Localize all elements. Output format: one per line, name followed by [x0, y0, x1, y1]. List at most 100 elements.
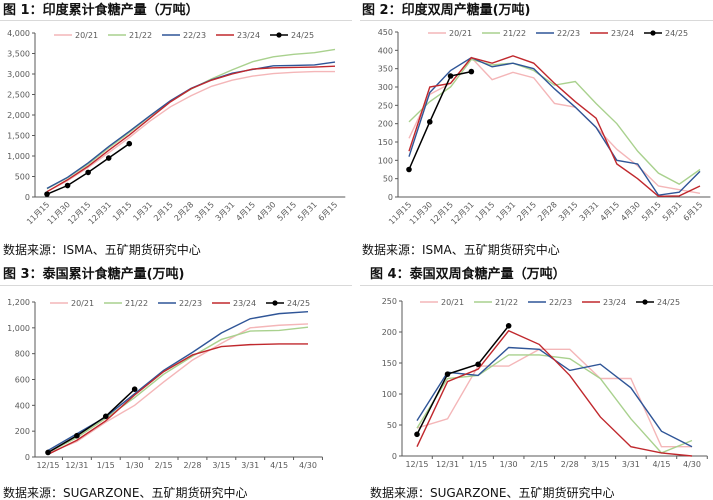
x-tick-label: 5月15 [275, 200, 298, 223]
y-tick-label: 1,500 [7, 132, 30, 141]
x-tick-label: 5月31 [296, 200, 319, 223]
y-tick-label: 150 [382, 359, 397, 368]
chart-3-title: 图 3：泰国累计食糖产量(万吨) [3, 267, 185, 282]
legend-label: 22/23 [183, 31, 206, 40]
data-point [414, 431, 420, 438]
series-line-23-24 [46, 65, 336, 193]
data-point [468, 68, 475, 75]
legend-label: 21/22 [503, 29, 526, 38]
x-tick-label: 1月15 [474, 200, 497, 223]
x-tick-label: 2/15 [530, 460, 548, 469]
x-tick-label: 4/15 [652, 460, 670, 469]
series-line-24-25 [408, 70, 472, 170]
series-line-23-24 [416, 329, 693, 457]
x-tick-label: 1/30 [500, 460, 518, 469]
y-tick-label: 3,500 [7, 50, 30, 59]
series-line-21-22 [46, 48, 336, 190]
y-tick-label: 50 [387, 421, 397, 430]
data-point [406, 166, 412, 173]
y-tick-label: 0 [25, 193, 30, 202]
x-tick-label: 3月31 [578, 200, 601, 223]
data-point [505, 323, 512, 329]
x-tick-label: 12月31 [449, 200, 475, 226]
x-tick-label: 1/15 [97, 461, 115, 470]
series-line-24-25 [416, 325, 510, 435]
series-line-21-22 [47, 326, 309, 454]
chart-3-source: 数据来源：SUGARZONE、五矿期货研究中心 [3, 486, 248, 500]
divider [0, 285, 352, 286]
data-point [45, 449, 51, 456]
y-tick-label: 0 [388, 193, 393, 202]
y-tick-label: 0 [392, 452, 397, 461]
x-tick-label: 2月15 [152, 200, 175, 223]
divider [360, 20, 713, 21]
legend-label: 22/23 [557, 29, 580, 38]
y-tick-label: 500 [15, 173, 30, 182]
y-tick-label: 100 [382, 390, 397, 399]
series-line-24-25 [46, 143, 130, 195]
x-tick-label: 4月15 [598, 200, 621, 223]
legend-label: 21/22 [125, 299, 148, 308]
y-tick-label: 2,500 [7, 91, 30, 100]
legend-label: 24/25 [291, 31, 314, 40]
x-tick-label: 2/28 [183, 461, 201, 470]
divider [360, 285, 713, 286]
x-tick-label: 3月15 [193, 200, 216, 223]
x-tick-label: 12/31 [65, 461, 88, 470]
legend-label: 24/25 [657, 298, 680, 307]
series-line-21-22 [408, 58, 701, 185]
legend-label: 21/22 [129, 31, 152, 40]
x-tick-label: 1/15 [469, 460, 487, 469]
x-tick-label: 1月31 [131, 200, 154, 223]
chart-2-title: 图 2：印度双周产糖量(万吨) [362, 3, 531, 18]
x-tick-label: 2月28 [173, 200, 196, 223]
series-line-20-21 [46, 70, 335, 193]
y-tick-label: 300 [378, 83, 393, 92]
x-tick-label: 5月15 [640, 200, 663, 223]
x-tick-label: 6月15 [682, 200, 705, 223]
x-tick-label: 1月15 [111, 200, 134, 223]
data-point [426, 119, 433, 125]
x-tick-label: 2/28 [561, 460, 579, 469]
y-tick-label: 250 [378, 101, 393, 110]
x-tick-label: 6月15 [317, 200, 340, 223]
legend-label: 22/23 [179, 299, 202, 308]
legend-marker [272, 300, 278, 306]
legend-label: 23/24 [603, 298, 626, 307]
y-tick-label: 800 [15, 350, 30, 359]
x-tick-label: 3/15 [591, 460, 609, 469]
y-tick-label: 2,000 [7, 111, 30, 120]
chart-4-source: 数据来源：SUGARZONE、五矿期货研究中心 [370, 486, 615, 500]
y-tick-label: 100 [378, 156, 393, 165]
legend-label: 20/21 [441, 298, 464, 307]
legend-label: 23/24 [233, 299, 256, 308]
x-tick-label: 3/15 [212, 461, 230, 470]
y-tick-label: 250 [382, 297, 397, 306]
data-point [44, 191, 50, 197]
data-point [444, 371, 451, 377]
x-tick-label: 2月28 [536, 200, 559, 223]
x-tick-label: 4/30 [299, 461, 317, 470]
y-tick-label: 50 [383, 175, 393, 184]
series-line-22-23 [408, 56, 701, 196]
series-line-20-21 [408, 56, 701, 195]
y-tick-label: 400 [15, 401, 30, 410]
legend-label: 21/22 [495, 298, 518, 307]
x-tick-label: 5月31 [661, 200, 684, 223]
x-tick-label: 4月15 [234, 200, 257, 223]
x-tick-label: 4/30 [683, 460, 701, 469]
series-line-20-21 [47, 323, 309, 454]
data-point [475, 361, 481, 368]
x-tick-label: 12/15 [405, 460, 428, 469]
legend-label: 24/25 [665, 29, 688, 38]
x-tick-label: 4/15 [270, 461, 288, 470]
chart-4-title: 图 4：泰国双周食糖产量（万吨） [370, 267, 566, 282]
data-point [126, 140, 133, 147]
y-tick-label: 4,000 [7, 29, 30, 38]
legend-marker [650, 30, 656, 36]
y-tick-label: 0 [25, 453, 30, 462]
x-tick-label: 4月30 [619, 200, 642, 223]
x-tick-label: 12/31 [436, 460, 459, 469]
